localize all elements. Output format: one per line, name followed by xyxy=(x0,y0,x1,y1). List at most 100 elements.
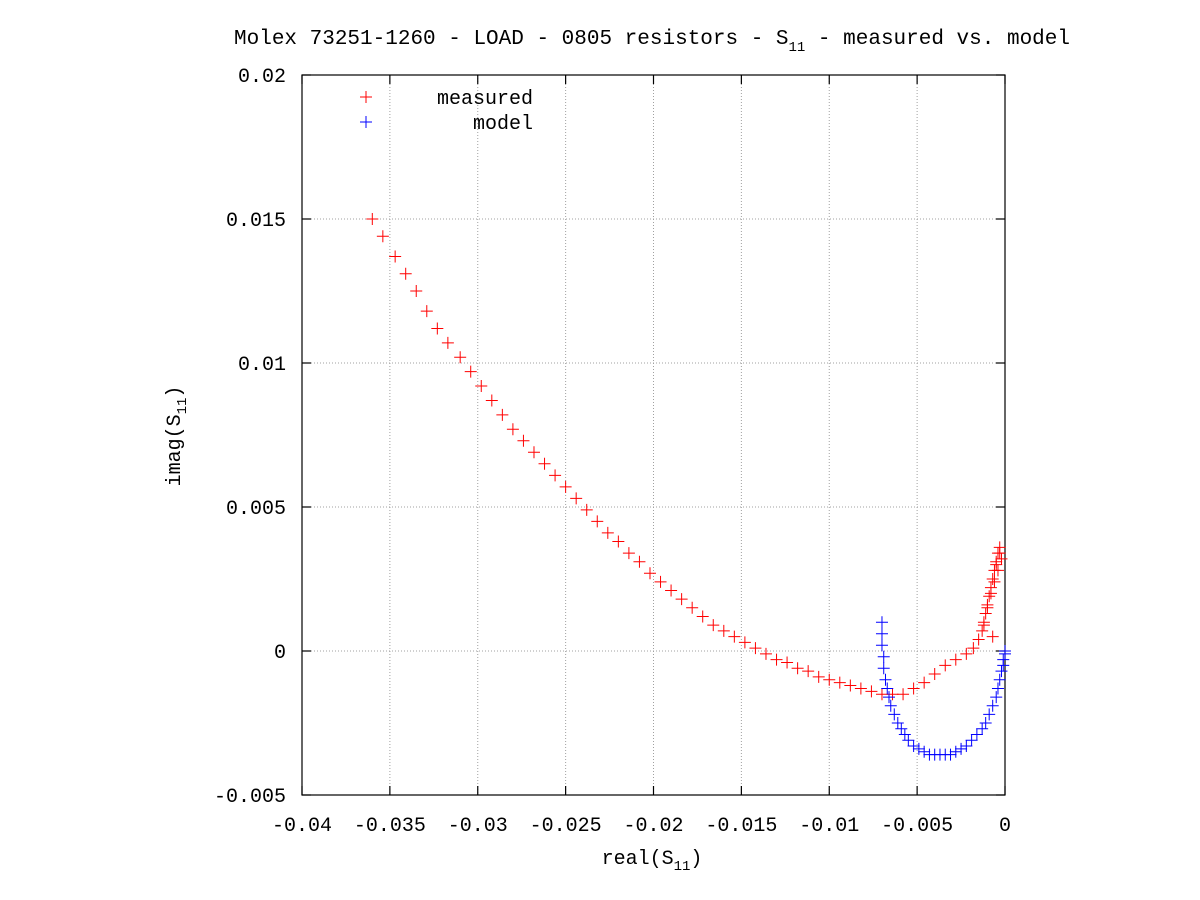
y-axis-label-subscript: 11 xyxy=(175,398,191,415)
data-point-measured xyxy=(420,305,433,318)
data-point-model xyxy=(965,734,978,747)
data-point-measured xyxy=(967,642,980,655)
data-point-measured xyxy=(738,636,751,649)
x-tick-label: -0.04 xyxy=(272,815,332,838)
y-tick-label: -0.005 xyxy=(214,786,286,809)
legend-marker-measured xyxy=(360,91,372,103)
data-point-measured xyxy=(485,394,498,407)
x-tick-label: -0.01 xyxy=(799,815,859,838)
data-point-measured xyxy=(527,446,540,459)
x-axis-label: real(S11) xyxy=(602,848,703,875)
data-point-measured xyxy=(981,601,994,614)
series-measured xyxy=(366,213,1008,701)
data-point-model xyxy=(993,673,1006,686)
data-point-measured xyxy=(622,547,635,560)
chart-title: Molex 73251-1260 - LOAD - 0805 resistors… xyxy=(234,28,1070,56)
data-point-measured xyxy=(897,688,910,701)
data-point-measured xyxy=(612,535,625,548)
data-point-measured xyxy=(665,584,678,597)
data-point-model xyxy=(999,645,1011,657)
data-point-model xyxy=(997,653,1010,666)
data-point-model xyxy=(990,691,1003,704)
series-model xyxy=(875,616,1011,761)
y-tick-label: 0.005 xyxy=(226,498,286,521)
legend-label-model: model xyxy=(473,113,533,136)
data-point-model xyxy=(955,742,968,755)
legend: measured model xyxy=(360,88,533,136)
data-point-measured xyxy=(781,656,794,669)
data-point-measured xyxy=(389,250,402,263)
data-point-model xyxy=(983,708,996,721)
legend-label-measured: measured xyxy=(437,88,533,111)
x-tick-label: -0.015 xyxy=(705,815,777,838)
y-axis-label-main: imag(S xyxy=(164,414,187,486)
data-point-measured xyxy=(979,607,992,620)
data-point-measured xyxy=(675,593,688,606)
data-point-measured xyxy=(549,469,562,482)
data-point-measured xyxy=(441,336,454,349)
data-point-measured xyxy=(972,633,985,646)
data-point-measured xyxy=(812,670,825,683)
data-point-measured xyxy=(802,665,815,678)
x-tick-label: -0.03 xyxy=(448,815,508,838)
x-tick-label: -0.02 xyxy=(623,815,683,838)
data-point-measured xyxy=(986,630,999,643)
y-tick-label: 0.02 xyxy=(238,66,286,89)
data-point-measured xyxy=(988,575,1001,588)
data-point-measured xyxy=(496,408,509,421)
x-tick-label: 0 xyxy=(999,815,1011,838)
y-tick-label: 0.01 xyxy=(238,354,286,377)
x-tick-labels: -0.04 -0.035 -0.03 -0.025 -0.02 -0.015 -0.01 -0… xyxy=(272,815,1011,838)
data-point-measured xyxy=(875,688,888,701)
legend-entry-measured: measured xyxy=(360,88,533,111)
data-point-model xyxy=(918,745,931,758)
data-point-measured xyxy=(886,688,899,701)
x-tick-label: -0.035 xyxy=(354,815,426,838)
data-point-measured xyxy=(833,676,846,689)
data-point-model xyxy=(944,748,957,761)
data-point-measured xyxy=(986,573,999,585)
data-point-model xyxy=(976,722,989,735)
axis-ticks xyxy=(301,74,1006,796)
data-point-model xyxy=(895,722,908,735)
data-point-measured xyxy=(410,285,423,297)
data-series xyxy=(366,213,1011,761)
data-point-measured xyxy=(570,492,583,505)
data-point-measured xyxy=(990,558,1003,571)
data-point-measured xyxy=(928,668,941,681)
y-axis-label: imag(S11) xyxy=(164,386,191,487)
data-point-model xyxy=(979,717,992,729)
data-point-measured xyxy=(791,662,804,675)
x-axis-label-main: real(S xyxy=(602,848,674,871)
data-point-measured xyxy=(984,587,997,600)
data-point-measured xyxy=(591,515,604,528)
y-tick-label: 0.015 xyxy=(226,210,286,233)
data-point-measured xyxy=(854,682,867,695)
data-point-measured xyxy=(759,647,772,660)
data-point-measured xyxy=(366,213,379,225)
data-point-model xyxy=(949,745,962,758)
data-point-measured xyxy=(707,619,720,632)
data-point-model xyxy=(898,728,911,741)
data-point-measured xyxy=(431,322,444,335)
legend-marker-model xyxy=(360,116,372,128)
data-point-model xyxy=(907,740,920,753)
data-point-model xyxy=(875,627,888,640)
data-point-measured xyxy=(960,647,973,660)
y-tick-label: 0 xyxy=(274,642,286,665)
x-tick-label: -0.005 xyxy=(881,815,953,838)
y-tick-labels: -0.005 0 0.005 0.01 0.015 0.02 xyxy=(214,66,286,809)
chart-title-subscript: 11 xyxy=(789,40,806,56)
data-point-measured xyxy=(770,653,783,666)
data-point-model xyxy=(970,728,983,741)
x-axis-label-subscript: 11 xyxy=(674,859,691,875)
data-point-measured xyxy=(977,619,990,632)
data-point-model xyxy=(877,662,890,675)
legend-entry-model: model xyxy=(360,113,533,136)
data-point-model xyxy=(877,650,890,663)
grid-lines xyxy=(302,75,1005,795)
chart-title-main: Molex 73251-1260 - LOAD - 0805 resistors… xyxy=(234,28,789,51)
data-point-measured xyxy=(538,457,551,470)
data-point-measured xyxy=(376,230,389,243)
data-point-measured xyxy=(633,555,646,568)
